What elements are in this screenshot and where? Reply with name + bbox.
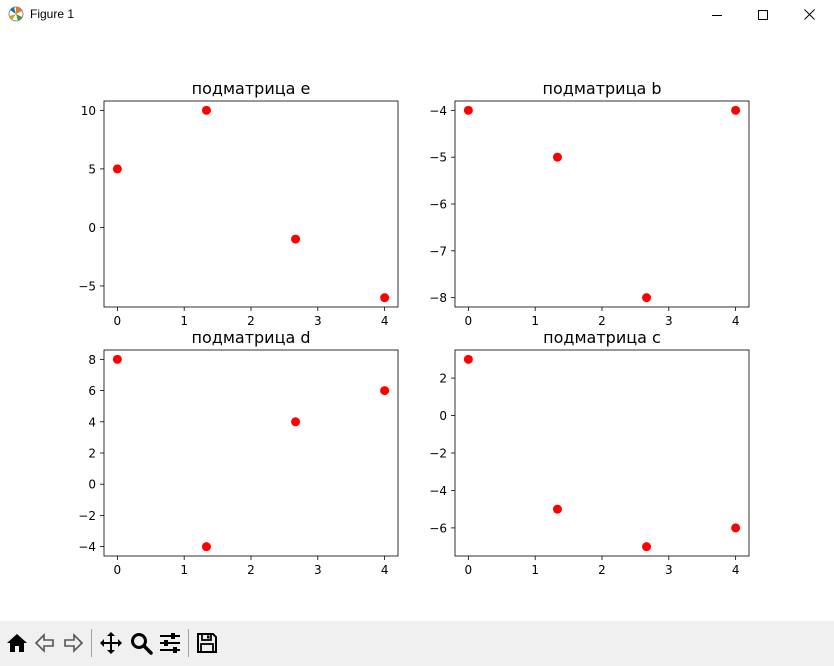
- maximize-icon: [758, 9, 768, 20]
- y-tick-label: 2: [439, 372, 447, 386]
- axes-frame: [454, 349, 750, 557]
- x-tick-label: 4: [381, 314, 389, 328]
- save-button[interactable]: [193, 629, 221, 657]
- zoom-button[interactable]: [127, 629, 155, 657]
- x-tick-label: 3: [314, 563, 322, 577]
- y-tick-label: −6: [429, 198, 447, 212]
- y-tick-label: 2: [88, 447, 96, 461]
- close-icon: [803, 9, 815, 20]
- x-tick-label: 1: [531, 314, 539, 328]
- x-tick-label: 0: [465, 314, 473, 328]
- data-point: [201, 542, 211, 552]
- axes-frame: [103, 100, 399, 308]
- x-tick-label: 0: [114, 563, 122, 577]
- x-tick-label: 4: [732, 314, 740, 328]
- toolbar-separator: [188, 629, 189, 657]
- subplot-title: подматрица c: [543, 328, 661, 347]
- pan-button[interactable]: [97, 629, 125, 657]
- data-point: [552, 504, 562, 514]
- data-point: [380, 293, 390, 303]
- x-tick-label: 2: [598, 314, 606, 328]
- window-title: Figure 1: [30, 7, 75, 21]
- minimize-icon: [712, 14, 722, 16]
- y-tick-label: −5: [78, 279, 96, 293]
- data-point: [463, 354, 473, 364]
- forward-arrow-icon: [64, 633, 84, 653]
- back-arrow-icon: [34, 633, 54, 653]
- y-tick-label: −6: [429, 521, 447, 535]
- minimize-button[interactable]: [694, 0, 740, 29]
- back-button[interactable]: [31, 629, 59, 657]
- forward-button[interactable]: [59, 629, 87, 657]
- data-point: [112, 164, 122, 174]
- data-point: [552, 152, 562, 162]
- y-tick-label: 5: [88, 162, 96, 176]
- x-tick-label: 4: [381, 563, 389, 577]
- x-tick-label: 0: [114, 314, 122, 328]
- x-tick-label: 1: [180, 563, 188, 577]
- x-tick-label: 1: [531, 563, 539, 577]
- data-point: [291, 234, 301, 244]
- y-tick-label: 0: [88, 221, 96, 235]
- y-tick-label: −4: [429, 484, 447, 498]
- x-tick-label: 3: [665, 314, 673, 328]
- data-point: [201, 105, 211, 115]
- data-point: [380, 386, 390, 396]
- data-point: [112, 354, 122, 364]
- y-tick-label: 8: [88, 353, 96, 367]
- save-floppy-icon: [197, 633, 217, 653]
- y-tick-label: 0: [88, 478, 96, 492]
- navigation-toolbar: [0, 621, 834, 666]
- window-titlebar: Figure 1: [0, 0, 834, 29]
- data-point: [642, 542, 652, 552]
- matplotlib-app-icon: [7, 5, 25, 23]
- x-tick-label: 2: [247, 314, 255, 328]
- y-tick-label: −8: [429, 291, 447, 305]
- y-tick-label: 4: [88, 415, 96, 429]
- y-tick-label: −7: [429, 244, 447, 258]
- x-tick-label: 3: [314, 314, 322, 328]
- y-tick-label: −4: [429, 104, 447, 118]
- x-tick-label: 1: [180, 314, 188, 328]
- y-tick-label: 6: [88, 384, 96, 398]
- x-tick-label: 0: [465, 563, 473, 577]
- y-tick-label: −4: [78, 540, 96, 554]
- configure-subplots-icon: [160, 633, 180, 653]
- subplot-title: подматрица d: [192, 328, 311, 347]
- data-point: [291, 417, 301, 427]
- home-button[interactable]: [3, 629, 31, 657]
- data-point: [642, 293, 652, 303]
- axes-frame: [103, 349, 399, 557]
- y-tick-label: −2: [429, 447, 447, 461]
- y-tick-label: −2: [78, 509, 96, 523]
- maximize-button[interactable]: [740, 0, 786, 29]
- y-tick-label: 0: [439, 409, 447, 423]
- subplot-title: подматрица b: [543, 79, 662, 98]
- data-point: [731, 523, 741, 533]
- toolbar-separator: [91, 629, 92, 657]
- home-icon: [7, 634, 27, 652]
- x-tick-label: 4: [732, 563, 740, 577]
- data-point: [731, 105, 741, 115]
- data-point: [463, 105, 473, 115]
- x-tick-label: 2: [247, 563, 255, 577]
- axes-frame: [454, 100, 750, 308]
- y-tick-label: 10: [81, 104, 96, 118]
- zoom-magnifier-icon: [131, 633, 153, 655]
- y-tick-label: −5: [429, 151, 447, 165]
- x-tick-label: 2: [598, 563, 606, 577]
- close-button[interactable]: [786, 0, 832, 29]
- x-tick-label: 3: [665, 563, 673, 577]
- configure-subplots-button[interactable]: [156, 629, 184, 657]
- pan-move-icon: [100, 632, 122, 654]
- subplot-title: подматрица e: [192, 79, 311, 98]
